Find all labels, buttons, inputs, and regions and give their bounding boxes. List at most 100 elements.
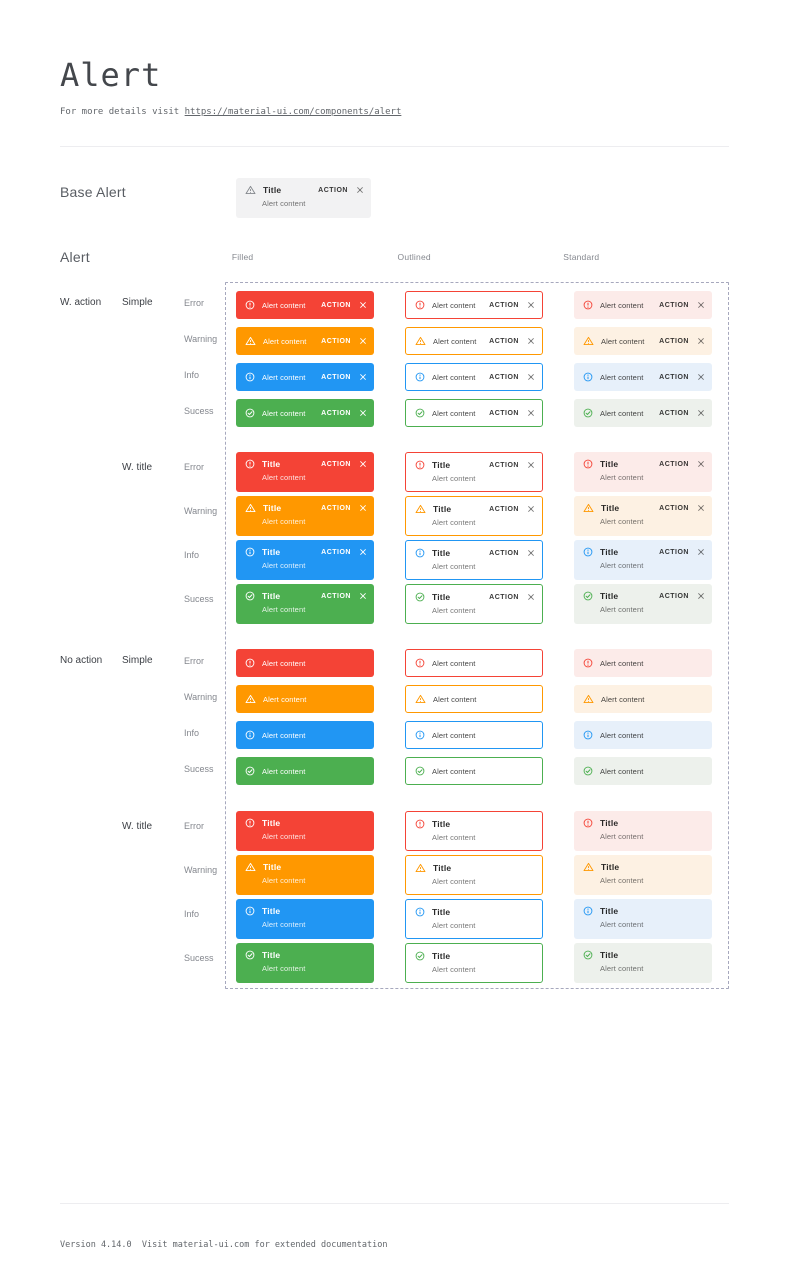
close-icon[interactable] (697, 337, 705, 345)
alert-outlined-success: Alert content ACTION (405, 399, 543, 427)
alert-main-line: Alert content (415, 730, 535, 740)
alert-action-button[interactable]: ACTION (659, 301, 689, 309)
alert-action-button[interactable]: ACTION (659, 460, 689, 468)
alert-action-button[interactable]: ACTION (489, 505, 519, 513)
alert-action-button[interactable]: ACTION (489, 337, 519, 345)
subtitle-link[interactable]: https://material-ui.com/components/alert (184, 107, 402, 117)
close-icon[interactable] (527, 461, 535, 469)
alert-title: Title (433, 504, 452, 514)
severity-label: Info (184, 728, 200, 738)
close-icon[interactable] (697, 548, 705, 556)
alert-content: Alert content (600, 408, 644, 418)
severity-label: Error (184, 298, 204, 308)
alert-action-button[interactable]: ACTION (489, 409, 519, 417)
alert-action-button[interactable]: ACTION (659, 337, 689, 345)
group-label (60, 584, 122, 594)
alert-filled-error: Alert content ACTION (236, 291, 374, 319)
alert-filled-warning: Alert content ACTION (236, 327, 374, 355)
alert-main-line: Title (245, 862, 367, 872)
close-icon[interactable] (697, 373, 705, 381)
alert-action-button[interactable]: ACTION (321, 409, 351, 417)
alert-action-button[interactable]: ACTION (659, 592, 689, 600)
close-icon[interactable] (697, 409, 705, 417)
close-icon[interactable] (359, 337, 367, 345)
alert-action-button[interactable]: ACTION (489, 461, 519, 469)
alert-action-button[interactable]: ACTION (659, 409, 689, 417)
base-alert-action-button[interactable]: ACTION (318, 186, 348, 194)
alert-row-1-error: W. title Error Title ACTION Alert content Tit… (60, 452, 729, 492)
alert-outlined-warning: Title ACTION Alert content (405, 496, 543, 536)
alert-title: Title (432, 460, 451, 470)
alert-cell-outlined: Title Alert content (405, 943, 543, 983)
alert-action-button[interactable]: ACTION (321, 460, 351, 468)
alert-cell-standard: Title Alert content (574, 855, 712, 895)
alert-content: Alert content (262, 408, 306, 418)
close-icon[interactable] (527, 593, 535, 601)
alert-content: Alert content (600, 300, 644, 310)
alert-main-line: Title ACTION (415, 592, 535, 602)
alert-filled-info: Alert content ACTION (236, 363, 374, 391)
close-icon[interactable] (527, 373, 535, 381)
top-divider (60, 146, 729, 147)
alert-cell-standard: Title Alert content (574, 899, 712, 939)
close-icon[interactable] (359, 460, 367, 468)
alert-action-button[interactable]: ACTION (489, 549, 519, 557)
severity-label: Sucess (184, 594, 214, 604)
subtitle: For more details visit https://material-… (60, 107, 729, 117)
alert-action-button[interactable]: ACTION (659, 373, 689, 381)
alert-main-line: Alert content ACTION (245, 336, 367, 346)
close-icon[interactable] (359, 301, 367, 309)
alert-cell-standard: Alert content (574, 721, 712, 749)
alert-content: Alert content (432, 372, 476, 382)
alert-cell-outlined: Title ACTION Alert content (405, 452, 543, 492)
alert-action-button[interactable]: ACTION (659, 548, 689, 556)
success-icon (245, 408, 255, 418)
alert-filled-info: Title Alert content (236, 899, 374, 939)
close-icon[interactable] (697, 504, 705, 512)
close-icon[interactable] (697, 301, 705, 309)
alert-cell-outlined: Title Alert content (405, 811, 543, 851)
close-icon[interactable] (356, 186, 364, 194)
close-icon[interactable] (527, 337, 535, 345)
alert-content: Alert content (600, 605, 644, 614)
alert-action-button[interactable]: ACTION (321, 592, 351, 600)
alert-action-button[interactable]: ACTION (321, 504, 351, 512)
alert-main-line: Title ACTION (415, 548, 535, 558)
group-label (60, 496, 122, 506)
alert-outlined-error: Title ACTION Alert content (405, 452, 543, 492)
close-icon[interactable] (359, 548, 367, 556)
close-icon[interactable] (359, 504, 367, 512)
subtitle-text: For more details visit (60, 107, 185, 117)
alert-action-button[interactable]: ACTION (489, 301, 519, 309)
info-icon (583, 906, 593, 916)
alert-action-button[interactable]: ACTION (321, 301, 351, 309)
alert-grid: W. action Simple Error Alert content ACTION A… (60, 282, 729, 989)
close-icon[interactable] (359, 409, 367, 417)
alert-title: Title (262, 906, 281, 916)
alert-action-button[interactable]: ACTION (321, 548, 351, 556)
info-icon (583, 730, 593, 740)
close-icon[interactable] (527, 549, 535, 557)
alert-action-button[interactable]: ACTION (321, 337, 351, 345)
close-icon[interactable] (359, 373, 367, 381)
style-label: Simple (122, 297, 153, 308)
close-icon[interactable] (697, 460, 705, 468)
page-title: Alert (60, 56, 162, 94)
close-icon[interactable] (527, 301, 535, 309)
alert-action-button[interactable]: ACTION (659, 504, 689, 512)
group-label (60, 721, 122, 727)
alert-action-button[interactable]: ACTION (489, 373, 519, 381)
alert-main-line: Alert content (415, 766, 535, 776)
close-icon[interactable] (359, 592, 367, 600)
close-icon[interactable] (697, 592, 705, 600)
alert-main-line: Alert content ACTION (245, 372, 367, 382)
close-icon[interactable] (527, 409, 535, 417)
alert-cell-filled: Alert content ACTION (236, 363, 374, 391)
alert-content: Alert content (262, 473, 306, 482)
alert-action-button[interactable]: ACTION (489, 593, 519, 601)
alert-action-button[interactable]: ACTION (321, 373, 351, 381)
alert-title: Title (432, 951, 451, 961)
alert-main-line: Alert content (245, 694, 367, 704)
alert-title: Title (600, 459, 619, 469)
close-icon[interactable] (527, 505, 535, 513)
